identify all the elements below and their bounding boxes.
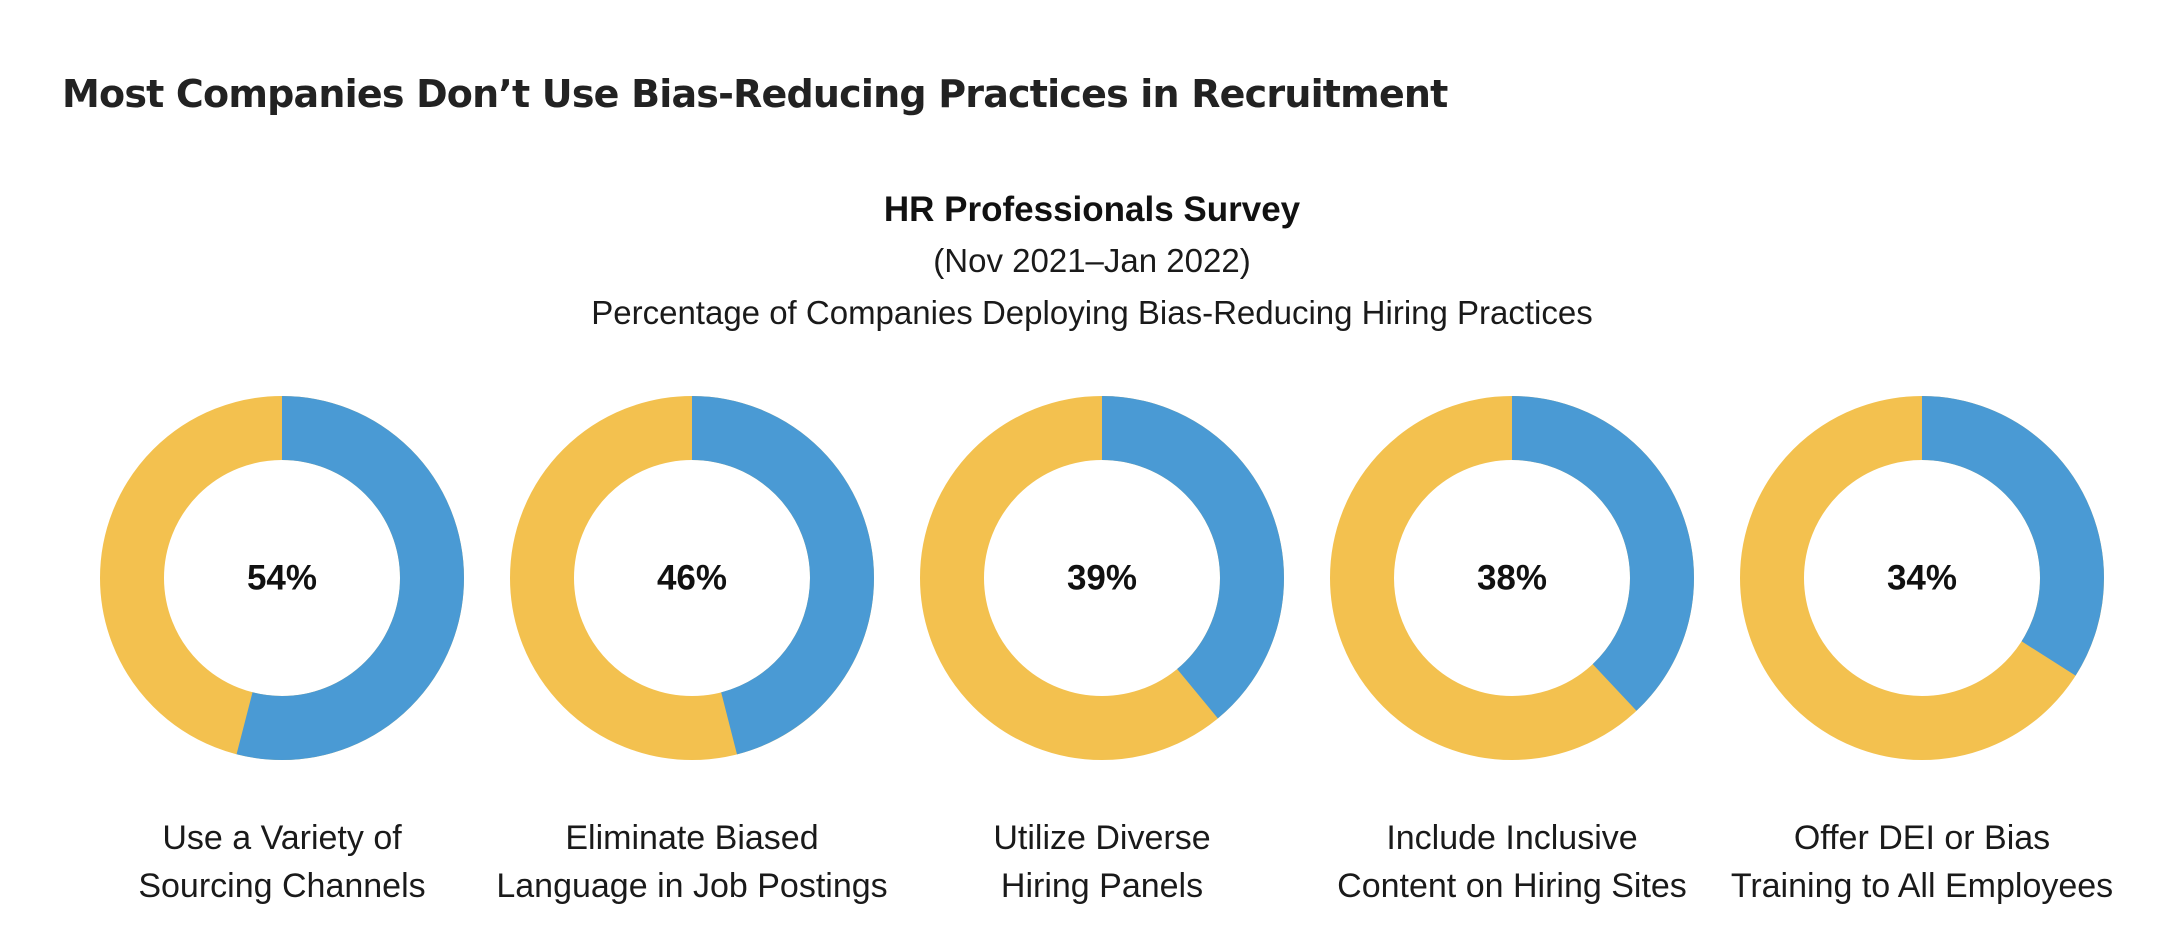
donut-value-label-4: 34%	[1887, 559, 1957, 598]
chart-caption: Percentage of Companies Deploying Bias-R…	[591, 294, 1593, 331]
category-label-line-1-1: Language in Job Postings	[496, 867, 888, 905]
category-label-3: Include Inclusive Content on Hiring Sites	[1292, 814, 1732, 910]
category-label-0: Use a Variety of Sourcing Channels	[62, 814, 502, 910]
category-label-line-2-0: Utilize Diverse	[993, 819, 1211, 857]
donut-slice-1	[510, 396, 874, 760]
category-label-line-3-1: Content on Hiring Sites	[1337, 867, 1687, 905]
category-label-line-4-0: Offer DEI or Bias	[1793, 819, 2051, 857]
donut-value-label-3: 38%	[1477, 559, 1547, 598]
category-label-line-2-1: Hiring Panels	[1000, 867, 1204, 905]
donut-value-label-1: 46%	[657, 559, 727, 598]
category-label-2: Utilize Diverse Hiring Panels	[882, 814, 1322, 910]
donut-slice-2	[920, 396, 1284, 760]
donut-value-label-2: 39%	[1067, 559, 1137, 598]
donut-slice-3	[1330, 396, 1694, 760]
category-label-1: Eliminate Biased Language in Job Postings	[472, 814, 912, 910]
category-label-4: Offer DEI or Bias Training to All Employe…	[1702, 814, 2142, 910]
category-label-line-4-1: Training to All Employees	[1730, 867, 2114, 905]
category-label-line-0-0: Use a Variety of	[162, 819, 402, 857]
chart-subtitle: (Nov 2021–Jan 2022)	[933, 242, 1251, 279]
donut-value-label-0: 54%	[247, 559, 317, 598]
category-label-line-1-0: Eliminate Biased	[565, 819, 819, 857]
category-label-line-0-1: Sourcing Channels	[138, 867, 426, 905]
page-title: Most Companies Don’t Use Bias-Reducing P…	[62, 72, 1448, 116]
donut-slice-0	[100, 396, 464, 760]
donut-slice-4	[1740, 396, 2104, 760]
chart-title: HR Professionals Survey	[883, 190, 1301, 229]
category-label-line-3-0: Include Inclusive	[1386, 819, 1638, 857]
